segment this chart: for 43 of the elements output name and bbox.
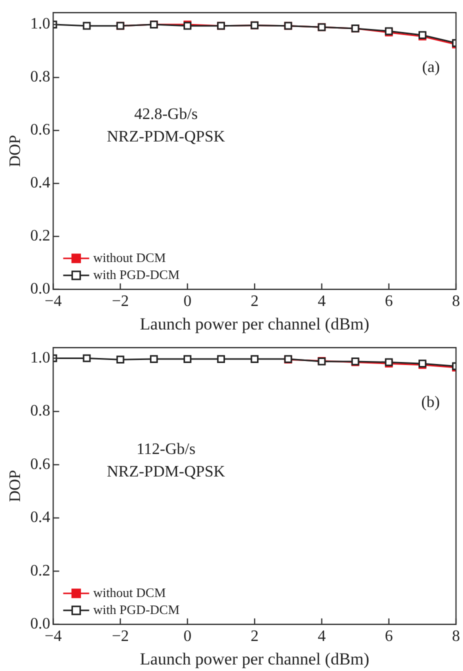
- x-tick-label: 8: [452, 628, 460, 646]
- x-tick-label: 4: [318, 293, 326, 310]
- x-tick-label: 6: [384, 628, 393, 646]
- y-tick-label: 1.0: [30, 16, 50, 33]
- point: [150, 355, 158, 363]
- point: [250, 355, 259, 363]
- y-tick-label: 0.8: [30, 402, 50, 420]
- annotation: (a): [422, 59, 440, 76]
- point: [184, 355, 192, 363]
- y-tick-label: 1.0: [30, 349, 50, 366]
- annotation: NRZ-PDM-QPSK: [106, 463, 226, 480]
- x-tick-label: −2: [112, 293, 129, 310]
- legend-label: with PGD-DCM: [93, 266, 180, 282]
- annotation: (b): [421, 394, 440, 412]
- x-tick-label: 0: [183, 628, 192, 646]
- point: [82, 354, 91, 362]
- point: [82, 22, 91, 30]
- x-tick-label: 2: [250, 293, 259, 310]
- annotation: 42.8-Gb/s: [134, 106, 198, 124]
- y-tick-label: 0.8: [30, 68, 50, 86]
- y-tick-label: 0.6: [30, 122, 50, 139]
- y-tick-label: 0.2: [30, 228, 50, 245]
- x-tick-label: 0: [183, 293, 192, 310]
- annotation: 112-Gb/s: [136, 441, 196, 458]
- legend-label: without DCM: [93, 250, 166, 265]
- legend-label: with PGD-DCM: [93, 602, 180, 617]
- x-tick-label: 2: [250, 628, 259, 646]
- legend-label: without DCM: [93, 584, 166, 600]
- x-tick-label: 4: [318, 628, 326, 646]
- annotation: NRZ-PDM-QPSK: [106, 128, 226, 146]
- x-axis-title: Launch power per channel (dBm): [140, 649, 370, 668]
- point: [116, 356, 124, 364]
- y-tick-label: 0.4: [30, 174, 50, 192]
- x-tick-label: 6: [384, 293, 393, 310]
- y-axis-title: DOP: [6, 470, 24, 502]
- point: [217, 355, 225, 363]
- y-axis-title: DOP: [6, 134, 24, 168]
- y-tick-label: 0.2: [30, 562, 50, 580]
- y-tick-label: 0.4: [30, 509, 50, 526]
- x-tick-label: 8: [452, 293, 460, 310]
- x-axis-title: Launch power per channel (dBm): [140, 314, 370, 334]
- y-tick-label: 0.6: [30, 456, 50, 473]
- x-tick-label: −2: [112, 628, 129, 646]
